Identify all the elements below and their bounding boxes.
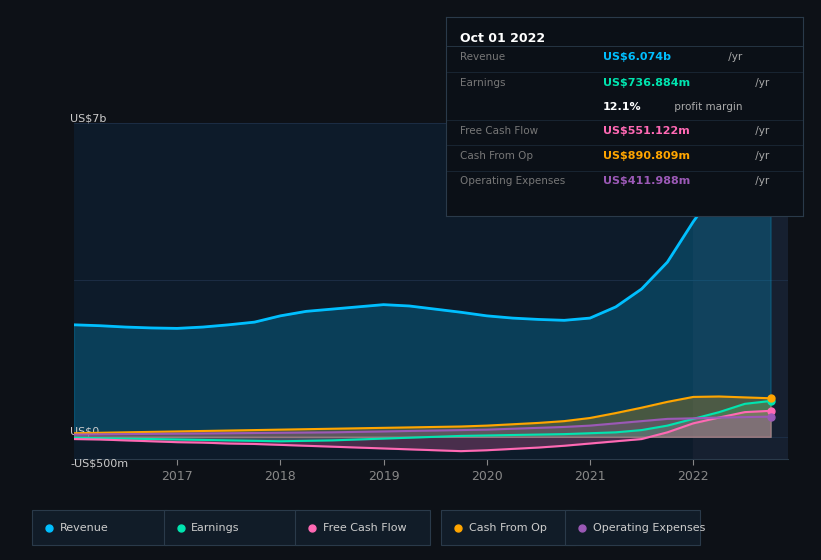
Text: /yr: /yr — [752, 78, 769, 88]
Text: Cash From Op: Cash From Op — [469, 522, 547, 533]
Text: /yr: /yr — [752, 176, 769, 186]
Text: Oct 01 2022: Oct 01 2022 — [460, 32, 545, 45]
Text: US$7b: US$7b — [71, 113, 107, 123]
FancyBboxPatch shape — [32, 510, 167, 545]
Text: Cash From Op: Cash From Op — [460, 151, 533, 161]
Text: US$551.122m: US$551.122m — [603, 126, 690, 136]
FancyBboxPatch shape — [295, 510, 430, 545]
Text: US$0: US$0 — [71, 426, 99, 436]
Text: profit margin: profit margin — [671, 102, 742, 112]
Text: Earnings: Earnings — [460, 78, 506, 88]
Text: US$411.988m: US$411.988m — [603, 176, 690, 186]
Text: -US$500m: -US$500m — [71, 458, 128, 468]
FancyBboxPatch shape — [565, 510, 700, 545]
Text: /yr: /yr — [725, 52, 742, 62]
FancyBboxPatch shape — [163, 510, 299, 545]
FancyBboxPatch shape — [442, 510, 576, 545]
Text: US$890.809m: US$890.809m — [603, 151, 690, 161]
Text: Operating Expenses: Operating Expenses — [460, 176, 566, 186]
Text: Free Cash Flow: Free Cash Flow — [323, 522, 406, 533]
Text: Operating Expenses: Operating Expenses — [593, 522, 705, 533]
Text: /yr: /yr — [752, 126, 769, 136]
Text: Free Cash Flow: Free Cash Flow — [460, 126, 539, 136]
Text: /yr: /yr — [752, 151, 769, 161]
Bar — [693, 123, 788, 459]
Text: US$736.884m: US$736.884m — [603, 78, 690, 88]
Text: US$6.074b: US$6.074b — [603, 52, 671, 62]
Text: Earnings: Earnings — [191, 522, 240, 533]
Text: Revenue: Revenue — [460, 52, 505, 62]
Text: 12.1%: 12.1% — [603, 102, 641, 112]
Text: Revenue: Revenue — [60, 522, 109, 533]
